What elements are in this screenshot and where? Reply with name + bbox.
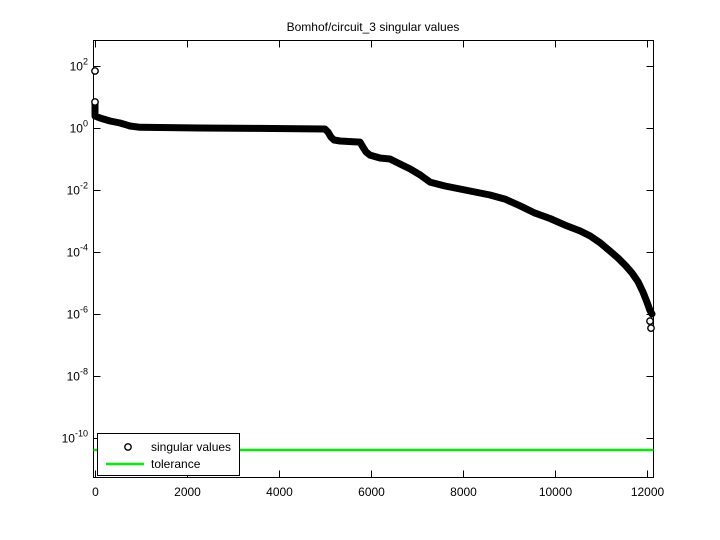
chart-title: Bomhof/circuit_3 singular values <box>287 20 460 34</box>
x-tick-label: 6000 <box>358 485 385 499</box>
singular-value-marker <box>646 317 654 325</box>
x-tick-label: 4000 <box>266 485 293 499</box>
singular-values-curve <box>91 98 656 318</box>
x-tick-label: 12000 <box>631 485 665 499</box>
plot-area <box>93 40 654 478</box>
y-tick-label: 10-8 <box>67 367 88 384</box>
x-axis-ticks: 0 2000 4000 6000 8000 10000 12000 <box>92 40 665 499</box>
y-tick-label: 10-10 <box>62 429 88 446</box>
y-tick-label: 10-6 <box>67 305 88 322</box>
legend-circle-marker-icon <box>124 443 132 451</box>
singular-value-marker <box>91 98 99 106</box>
legend-label-tolerance: tolerance <box>151 457 201 471</box>
y-tick-label: 10-4 <box>67 243 88 260</box>
y-tick-label: 100 <box>70 119 88 136</box>
singular-value-marker <box>91 67 99 75</box>
x-tick-label: 0 <box>92 485 99 499</box>
singular-value-marker <box>647 324 655 332</box>
y-tick-label: 102 <box>70 57 88 74</box>
x-tick-label: 10000 <box>539 485 573 499</box>
x-tick-label: 2000 <box>174 485 201 499</box>
x-tick-label: 8000 <box>450 485 477 499</box>
y-tick-label: 10-2 <box>67 181 88 198</box>
legend-label-singular-values: singular values <box>151 440 231 454</box>
legend-box <box>97 433 240 476</box>
legend: singular values tolerance <box>97 433 240 476</box>
y-axis-ticks: 102 100 10-2 10-4 10-6 10-8 10-10 <box>62 57 654 446</box>
